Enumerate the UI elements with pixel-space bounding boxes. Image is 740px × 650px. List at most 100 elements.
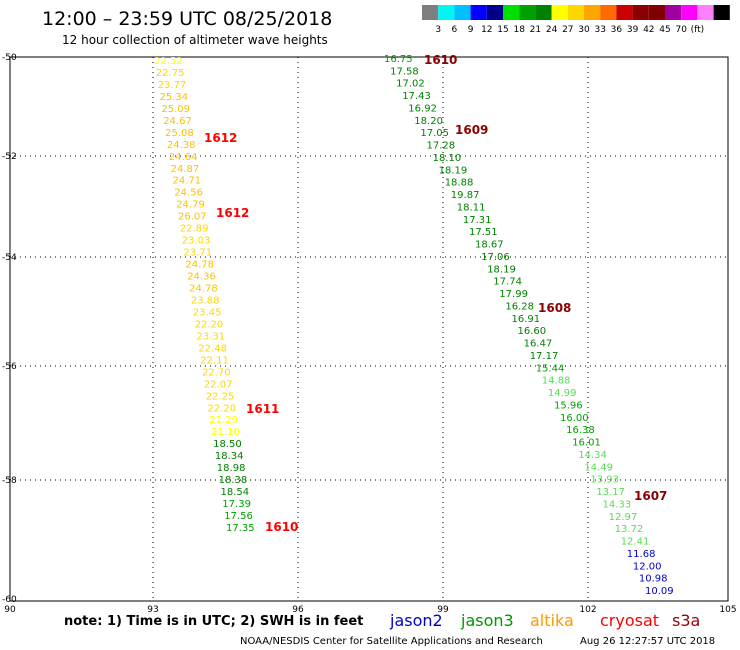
swh-value: 22.48 xyxy=(198,343,227,354)
legend-swatch xyxy=(648,5,665,20)
grid-lines xyxy=(10,57,728,601)
legend-swatch xyxy=(486,5,503,20)
legend-tick-label: 70 xyxy=(675,25,687,35)
swh-value: 16.75 xyxy=(384,54,413,65)
swh-value: 19.87 xyxy=(451,190,480,201)
swh-value: 25.34 xyxy=(160,92,189,103)
legend-swatch xyxy=(535,5,552,20)
map-subtitle: 12 hour collection of altimeter wave hei… xyxy=(62,33,328,47)
swh-value: 17.51 xyxy=(469,227,498,238)
swh-value: 12.97 xyxy=(609,512,638,523)
swh-value: 14.88 xyxy=(542,376,571,387)
satellite-name-altika: altika xyxy=(530,611,574,630)
latitude-tick-label: -52 xyxy=(2,152,17,162)
swh-value: 22.70 xyxy=(202,367,231,378)
pass-time-label: 1609 xyxy=(455,123,488,137)
legend-swatch xyxy=(503,5,520,20)
swh-value: 24.36 xyxy=(187,272,216,283)
swh-value: 18.38 xyxy=(219,475,248,486)
swh-value: 22.52 xyxy=(154,56,183,67)
legend-tick-label: 45 xyxy=(659,25,670,35)
swh-value: 17.43 xyxy=(402,91,431,102)
plot-frame xyxy=(9,56,729,602)
swh-value: 17.39 xyxy=(222,499,251,510)
time-labels: 1612 1612 1611 1610 1610 1609 1608 1607 xyxy=(204,53,667,534)
swh-value: 23.03 xyxy=(182,236,211,247)
swh-value: 10.09 xyxy=(645,586,674,597)
swh-value: 18.10 xyxy=(433,153,462,164)
longitude-tick-label: 105 xyxy=(719,605,736,615)
swh-value: 17.02 xyxy=(396,79,425,90)
swh-value: 22.89 xyxy=(180,224,209,235)
swh-value: 15.44 xyxy=(536,363,565,374)
legend-swatch xyxy=(713,5,730,20)
swh-value: 18.54 xyxy=(221,487,250,498)
legend-tick-label: 27 xyxy=(562,25,573,35)
swh-value: 16.60 xyxy=(518,326,547,337)
swh-value: 22.25 xyxy=(206,391,235,402)
swh-value: 22.20 xyxy=(195,319,224,330)
swh-value: 23.45 xyxy=(193,308,222,319)
swh-value: 16.92 xyxy=(408,104,437,115)
swh-value: 18.34 xyxy=(215,451,244,462)
footer-credit: NOAA/NESDIS Center for Satellite Applica… xyxy=(240,636,543,647)
legend-swatch xyxy=(519,5,536,20)
legend-tick-label: 12 xyxy=(481,25,492,35)
satellite-name-jason2: jason2 xyxy=(389,611,443,630)
swh-value: 16.00 xyxy=(560,413,589,424)
swh-value: 13.93 xyxy=(590,475,619,486)
swh-value: 24.78 xyxy=(185,260,214,271)
legend-swatch xyxy=(616,5,633,20)
swh-value: 21.29 xyxy=(209,415,238,426)
swh-value: 18.20 xyxy=(414,116,443,127)
legend-swatch xyxy=(681,5,698,20)
swh-value: 16.47 xyxy=(524,339,553,350)
latitude-labels: -50 -52 -54 -56 -58 -60 xyxy=(2,53,17,605)
track-west: 22.5222.7523.7725.3425.0924.6725.0824.38… xyxy=(154,56,255,534)
latitude-tick-label: -58 xyxy=(2,476,17,486)
longitude-tick-label: 90 xyxy=(4,605,16,615)
swh-value: 18.11 xyxy=(457,203,486,214)
swh-value: 10.98 xyxy=(639,574,668,585)
swh-value: 23.77 xyxy=(158,80,187,91)
swh-value: 14.34 xyxy=(578,450,607,461)
satellite-name-s3a: s3a xyxy=(672,611,700,630)
pass-time-label: 1608 xyxy=(538,301,571,315)
swh-value: 17.56 xyxy=(224,511,253,522)
legend-swatch xyxy=(584,5,601,20)
swh-value: 24.38 xyxy=(167,140,196,151)
pass-time-label: 1607 xyxy=(634,489,667,503)
swh-value: 26.07 xyxy=(178,212,207,223)
legend-swatch xyxy=(600,5,617,20)
legend-tick-label: (ft) xyxy=(691,25,705,35)
footer-timestamp: Aug 26 12:27:57 UTC 2018 xyxy=(580,636,715,647)
swh-value: 24.87 xyxy=(171,164,200,175)
swh-value: 13.17 xyxy=(596,487,625,498)
satellite-name-jason3: jason3 xyxy=(460,611,514,630)
map-title: 12:00 – 23:59 UTC 08/25/2018 xyxy=(42,8,332,30)
legend-swatch xyxy=(665,5,682,20)
swh-value: 18.67 xyxy=(475,240,504,251)
legend-swatch xyxy=(422,5,439,20)
swh-value: 22.20 xyxy=(208,403,237,414)
swh-value: 18.19 xyxy=(439,165,468,176)
swh-value: 24.56 xyxy=(174,188,203,199)
swh-value: 22.75 xyxy=(156,68,185,79)
swh-value: 18.50 xyxy=(213,439,242,450)
swh-value: 17.17 xyxy=(530,351,559,362)
latitude-tick-label: -60 xyxy=(2,595,17,605)
swh-value: 22.07 xyxy=(204,379,233,390)
longitude-tick-label: 96 xyxy=(292,605,304,615)
swh-value: 18.19 xyxy=(487,264,516,275)
plot-area: 90 93 96 99 102 105 -50-52-54-56-58-60 22.522… xyxy=(2,53,737,615)
swh-value: 23.71 xyxy=(184,248,213,259)
swh-value: 25.09 xyxy=(161,104,190,115)
pass-time-label: 1612 xyxy=(216,206,249,220)
swh-value: 13.72 xyxy=(615,524,644,535)
legend-tick-label: 21 xyxy=(530,25,541,35)
pass-time-label: 1610 xyxy=(424,53,457,67)
swh-value: 24.67 xyxy=(163,116,192,127)
swh-value: 23.31 xyxy=(197,331,226,342)
longitude-tick-label: 102 xyxy=(579,605,596,615)
